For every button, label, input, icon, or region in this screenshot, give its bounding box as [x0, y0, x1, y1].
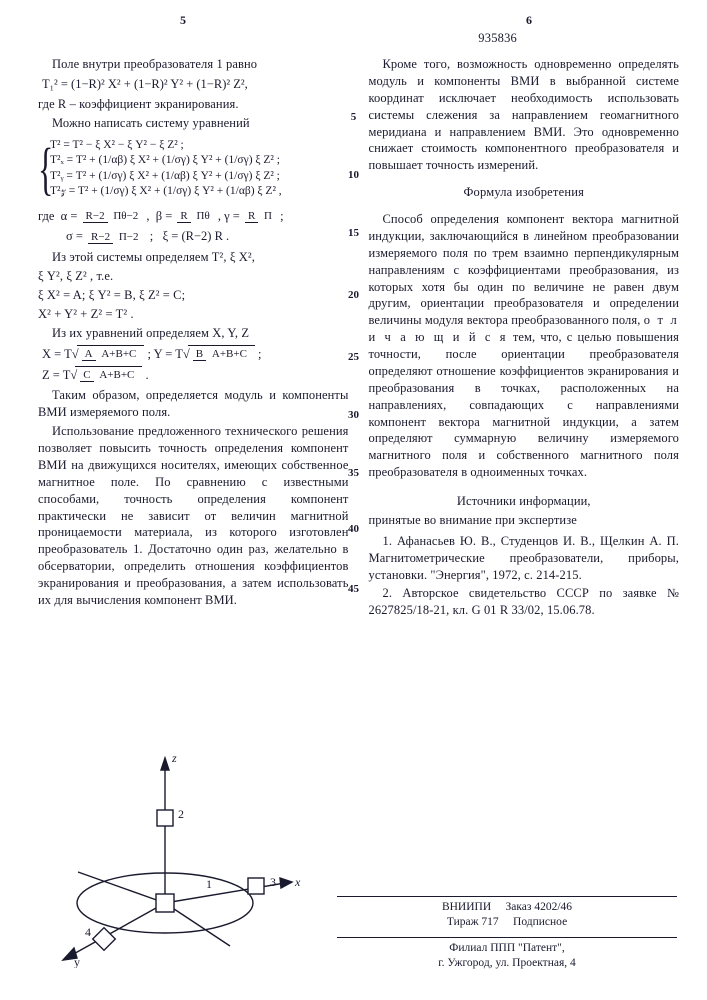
- system-row: T²ₓ = T² + (1/αβ) ξ X² + (1/σγ) ξ Y² + (…: [50, 153, 282, 169]
- axis-y-label: y: [74, 955, 80, 968]
- node-left-label: 4: [85, 925, 91, 939]
- claim-b: тем, что, с целью повышения точности, по…: [369, 330, 680, 479]
- left-p4: Из этой системы определяем T², ξ X²,: [38, 249, 349, 266]
- figure-group: [63, 758, 292, 960]
- axis-z-label: z: [171, 751, 177, 765]
- eq-xy: X = T√ A A+B+C ; Y = T√ B A+B+C ;: [42, 345, 349, 363]
- beta-frac: R Πθ: [177, 211, 212, 223]
- line-marker: 40: [348, 522, 359, 537]
- gamma-frac: R Π: [245, 211, 275, 223]
- document-number: 935836: [478, 30, 517, 47]
- eq-z: Z = T√ C A+B+C .: [42, 366, 349, 384]
- left-p4c: ξ X² = A; ξ Y² = B, ξ Z² = C;: [38, 287, 349, 304]
- claim-a: Способ определения компонент вектора маг…: [369, 212, 680, 327]
- page-num-left: 5: [180, 12, 186, 28]
- eqx-lhs: X = T: [42, 347, 72, 361]
- xi-def: ξ = (R−2) R .: [163, 229, 230, 243]
- right-column: Кроме того, возможность одновременно опр…: [369, 56, 680, 621]
- ring-label: 1: [206, 877, 212, 891]
- sources-sub: принятые во внимание при экспертизе: [369, 512, 680, 529]
- footer: ВНИИПИ Заказ 4202/46 Тираж 717 Подписное…: [337, 890, 677, 972]
- figure-svg: z x y 1 2 3 4: [30, 748, 310, 968]
- footer-order: Заказ 4202/46: [506, 901, 573, 913]
- where-line: где α = R−2 Πθ−2 , β = R Πθ , γ = R Π ;: [38, 208, 349, 225]
- line-marker: 10: [348, 168, 359, 183]
- left-p1: Поле внутри преобразователя 1 равно: [38, 56, 349, 73]
- system-row: T² = T² − ξ X² − ξ Y² − ξ Z² ;: [50, 138, 282, 154]
- footer-line3: Филиал ППП "Патент",: [337, 941, 677, 957]
- formula-title: Формула изобретения: [369, 184, 680, 201]
- footer-line4: г. Ужгород, ул. Проектная, 4: [337, 956, 677, 972]
- left-p7: Использование предложенного технического…: [38, 423, 349, 609]
- left-p4d: X² + Y² + Z² = T² .: [38, 306, 349, 323]
- footer-line2: Тираж 717 Подписное: [337, 915, 677, 931]
- left-p2: где R – коэффициент экранирования.: [38, 96, 349, 113]
- node-right-label: 3: [270, 875, 276, 889]
- figure: z x y 1 2 3 4: [30, 748, 310, 968]
- system-row: T²ᵧ = T² + (1/σγ) ξ X² + (1/αβ) ξ Y² + (…: [50, 169, 282, 185]
- eq-t1: T₁² = (1−R)² X² + (1−R)² Y² + (1−R)² Z²,: [42, 76, 349, 93]
- left-brace-icon: {: [38, 138, 45, 200]
- source-1: 1. Афанасьев Ю. В., Студенцов И. В., Щел…: [369, 533, 680, 584]
- page: 5 6 935836 5 10 15 20 25 30 35 40 45 Пол…: [0, 0, 707, 1000]
- eqy-lhs: ; Y = T: [147, 347, 182, 361]
- sources-title: Источники информации,: [369, 493, 680, 510]
- left-column: Поле внутри преобразователя 1 равно T₁² …: [38, 56, 349, 621]
- source-2: 2. Авторское свидетельство СССР по заявк…: [369, 585, 680, 619]
- line-marker: 35: [348, 466, 359, 481]
- axis-x-label: x: [294, 875, 301, 889]
- line-marker: 5: [351, 110, 357, 125]
- where-line-2: σ = R−2 Π−2 ; ξ = (R−2) R .: [66, 228, 349, 245]
- eqz-lhs: Z = T: [42, 368, 70, 382]
- left-p4b: ξ Y², ξ Z² , т.е.: [38, 268, 349, 285]
- line-marker: 45: [348, 582, 359, 597]
- footer-sub: Подписное: [513, 916, 567, 928]
- footer-tirazh: Тираж 717: [447, 916, 499, 928]
- left-p6: Таким образом, определяется модуль и ком…: [38, 387, 349, 421]
- page-num-right: 6: [526, 12, 532, 28]
- where-label: где: [38, 209, 54, 223]
- line-marker: 20: [348, 288, 359, 303]
- line-marker: 25: [348, 350, 359, 365]
- right-claim: Способ определения компонент вектора маг…: [369, 211, 680, 481]
- sources: Источники информации, принятые во вниман…: [369, 493, 680, 619]
- footer-line1: ВНИИПИ Заказ 4202/46: [337, 900, 677, 916]
- alpha-frac: R−2 Πθ−2: [83, 211, 142, 223]
- left-p5: Из их уравнений определяем X, Y, Z: [38, 325, 349, 342]
- system-row: T²𝓏 = T² + (1/σγ) ξ X² + (1/σγ) ξ Y² + (…: [50, 184, 282, 200]
- left-p3: Можно написать систему уравнений: [38, 115, 349, 132]
- footer-vniip: ВНИИПИ: [442, 901, 491, 913]
- line-marker: 15: [348, 226, 359, 241]
- sigma-frac: R−2 Π−2: [88, 232, 141, 244]
- node-top-label: 2: [178, 807, 184, 821]
- right-p1: Кроме того, возможность одновременно опр…: [369, 56, 680, 174]
- equation-system: { T² = T² − ξ X² − ξ Y² − ξ Z² ; T²ₓ = T…: [38, 138, 349, 200]
- line-marker: 30: [348, 408, 359, 423]
